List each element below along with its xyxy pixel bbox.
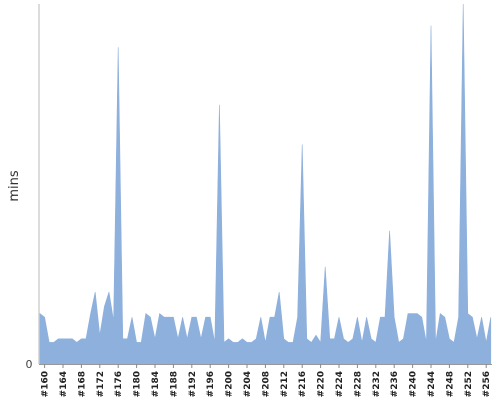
x-tick-label: #212 (280, 371, 290, 397)
x-tick-label: #188 (169, 371, 179, 397)
x-tick-label: #164 (59, 371, 69, 397)
x-tick-label: #252 (464, 371, 474, 397)
x-tick-label: #216 (298, 371, 308, 397)
x-tick-label: #196 (206, 371, 216, 397)
series-layer (40, 4, 491, 364)
x-tick-label: #180 (133, 371, 143, 397)
x-axis-ticks: #160 #164 #168 #172 #176 #180 #184 #188 #192 #196… (41, 364, 493, 397)
x-tick-label: #176 (114, 371, 124, 397)
x-tick-label: #184 (151, 371, 161, 397)
x-tick-label: #236 (390, 371, 400, 397)
x-tick-label: #204 (243, 371, 253, 397)
x-tick-label: #244 (427, 371, 437, 397)
x-tick-label: #220 (317, 371, 327, 397)
x-tick-label: #248 (445, 371, 455, 397)
x-tick-label: #208 (261, 371, 271, 397)
x-tick-label: #228 (353, 371, 363, 397)
x-tick-label: #200 (225, 371, 235, 397)
y-tick-label: 0 (26, 358, 33, 371)
x-tick-label: #224 (335, 371, 345, 397)
x-tick-label: #256 (482, 371, 492, 397)
x-tick-label: #172 (96, 371, 106, 397)
x-tick-label: #160 (41, 371, 51, 397)
y-axis-title: mins (7, 170, 22, 202)
x-tick-label: #232 (372, 371, 382, 397)
x-tick-label: #240 (409, 371, 419, 397)
x-tick-label: #168 (77, 371, 87, 397)
area-series (40, 4, 491, 364)
x-tick-label: #192 (188, 371, 198, 397)
